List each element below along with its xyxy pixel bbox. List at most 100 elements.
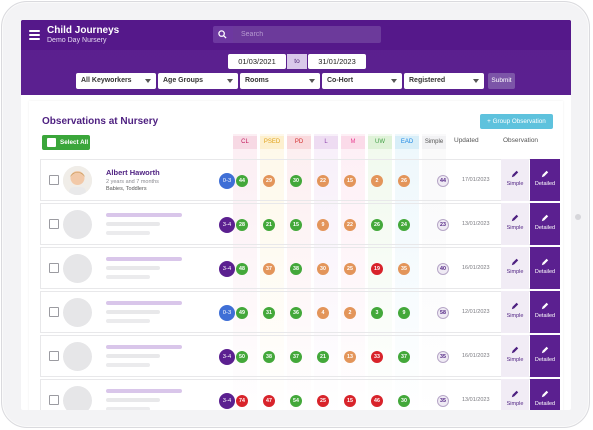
simple-score-badge: 58 <box>437 307 449 319</box>
filter-registered[interactable]: Registered <box>404 73 484 89</box>
score-badge: 37 <box>398 351 410 363</box>
search-button[interactable] <box>213 26 233 43</box>
text-placeholder <box>106 363 150 367</box>
simple-observation-button[interactable]: Simple <box>501 159 529 201</box>
filter-label: All Keyworkers <box>81 77 132 84</box>
chevron-down-icon <box>145 79 151 83</box>
updated-date: 16/01/2023 <box>462 265 490 271</box>
score-badge: 47 <box>263 395 275 407</box>
table-row[interactable]: 3-4 74 47 54 25 15 46 30 35 13/01/2023 Simple Detai… <box>40 379 560 410</box>
column-header-cl[interactable]: CL <box>233 136 257 149</box>
filter-cohort[interactable]: Co-Hort <box>322 73 402 89</box>
simple-observation-button[interactable]: Simple <box>501 247 529 289</box>
score-badge: 2 <box>344 307 356 319</box>
filter-age-groups[interactable]: Age Groups <box>158 73 238 89</box>
filter-label: Co-Hort <box>327 77 354 84</box>
column-header-psed[interactable]: PSED <box>260 136 284 149</box>
simple-label: Simple <box>506 401 524 407</box>
simple-score-badge: 23 <box>437 219 449 231</box>
column-header-l[interactable]: L <box>314 136 338 149</box>
score-badge: 54 <box>290 395 302 407</box>
table-row[interactable]: Albert Haworth 2 years and 7 months Babies… <box>40 159 560 201</box>
pencil-icon <box>541 346 549 354</box>
simple-label: Simple <box>506 313 524 319</box>
detailed-observation-button[interactable]: Detailed <box>530 379 560 410</box>
score-badge: 19 <box>371 263 383 275</box>
detailed-label: Detailed <box>534 313 556 319</box>
chevron-down-icon <box>309 79 315 83</box>
row-checkbox[interactable] <box>49 175 59 185</box>
row-checkbox[interactable] <box>49 219 59 229</box>
column-header-m[interactable]: M <box>341 136 365 149</box>
updated-date: 17/01/2023 <box>462 177 490 183</box>
text-placeholder <box>106 354 160 358</box>
pencil-icon <box>511 346 519 354</box>
detailed-observation-button[interactable]: Detailed <box>530 335 560 377</box>
avatar-placeholder <box>63 254 92 283</box>
score-badge: 15 <box>290 219 302 231</box>
detailed-observation-button[interactable]: Detailed <box>530 203 560 245</box>
date-to-field[interactable]: 31/01/2023 <box>308 54 366 69</box>
score-badge: 46 <box>371 395 383 407</box>
hamburger-menu-icon[interactable] <box>29 30 40 40</box>
filter-rooms[interactable]: Rooms <box>240 73 320 89</box>
table-row[interactable]: 3-4 28 21 15 9 22 26 24 23 13/01/2023 Simple Detail… <box>40 203 560 245</box>
score-badge: 30 <box>317 263 329 275</box>
column-header-ead[interactable]: EAD <box>395 136 419 149</box>
score-badge: 22 <box>344 219 356 231</box>
detailed-observation-button[interactable]: Detailed <box>530 159 560 201</box>
score-badge: 49 <box>236 307 248 319</box>
score-badge: 9 <box>317 219 329 231</box>
child-name[interactable]: Albert Haworth <box>106 168 160 177</box>
select-all-button[interactable]: Select All <box>42 135 90 150</box>
avatar-placeholder <box>63 210 92 239</box>
avatar-placeholder <box>63 342 92 371</box>
row-checkbox[interactable] <box>49 351 59 361</box>
age-band-badge: 0-3 <box>219 305 235 321</box>
table-row[interactable]: 0-3 49 31 36 4 2 3 9 58 12/01/2023 Simple Detailed <box>40 291 560 333</box>
column-header-pd[interactable]: PD <box>287 136 311 149</box>
detailed-observation-button[interactable]: Detailed <box>530 247 560 289</box>
simple-label: Simple <box>506 225 524 231</box>
filter-keyworkers[interactable]: All Keyworkers <box>76 73 156 89</box>
row-checkbox[interactable] <box>49 395 59 405</box>
pencil-icon <box>511 214 519 222</box>
updated-date: 13/01/2023 <box>462 397 490 403</box>
score-badge: 30 <box>290 175 302 187</box>
score-badge: 24 <box>398 219 410 231</box>
column-header-uw[interactable]: UW <box>368 136 392 149</box>
simple-observation-button[interactable]: Simple <box>501 291 529 333</box>
updated-date: 16/01/2023 <box>462 353 490 359</box>
simple-score-badge: 35 <box>437 395 449 407</box>
simple-label: Simple <box>506 181 524 187</box>
score-badge: 35 <box>398 263 410 275</box>
submit-button[interactable]: Submit <box>488 73 515 89</box>
row-checkbox[interactable] <box>49 307 59 317</box>
pencil-icon <box>541 258 549 266</box>
score-badge: 44 <box>236 175 248 187</box>
group-observation-button[interactable]: + Group Observation <box>480 114 553 129</box>
score-badge: 25 <box>317 395 329 407</box>
score-badge: 29 <box>263 175 275 187</box>
text-placeholder <box>106 310 160 314</box>
date-from-field[interactable]: 01/03/2021 <box>228 54 286 69</box>
text-placeholder <box>106 275 150 279</box>
child-rooms: Babies, Toddlers <box>106 186 147 192</box>
detailed-label: Detailed <box>534 181 556 187</box>
table-row[interactable]: 3-4 48 37 38 30 25 19 35 40 16/01/2023 Simple Detai… <box>40 247 560 289</box>
search-input[interactable] <box>233 26 381 43</box>
name-placeholder <box>106 301 182 305</box>
score-badge: 37 <box>263 263 275 275</box>
column-header-simple[interactable]: Simple <box>422 136 446 149</box>
table-row[interactable]: 3-4 50 38 37 21 13 33 37 35 16/01/2023 Simple Detai… <box>40 335 560 377</box>
text-placeholder <box>106 222 160 226</box>
row-checkbox[interactable] <box>49 263 59 273</box>
date-to-label: to <box>287 54 307 69</box>
updated-date: 13/01/2023 <box>462 221 490 227</box>
name-placeholder <box>106 213 182 217</box>
simple-observation-button[interactable]: Simple <box>501 335 529 377</box>
app-screen: Child Journeys Demo Day Nursery 01/03/20… <box>21 20 571 410</box>
simple-observation-button[interactable]: Simple <box>501 379 529 410</box>
detailed-observation-button[interactable]: Detailed <box>530 291 560 333</box>
simple-observation-button[interactable]: Simple <box>501 203 529 245</box>
